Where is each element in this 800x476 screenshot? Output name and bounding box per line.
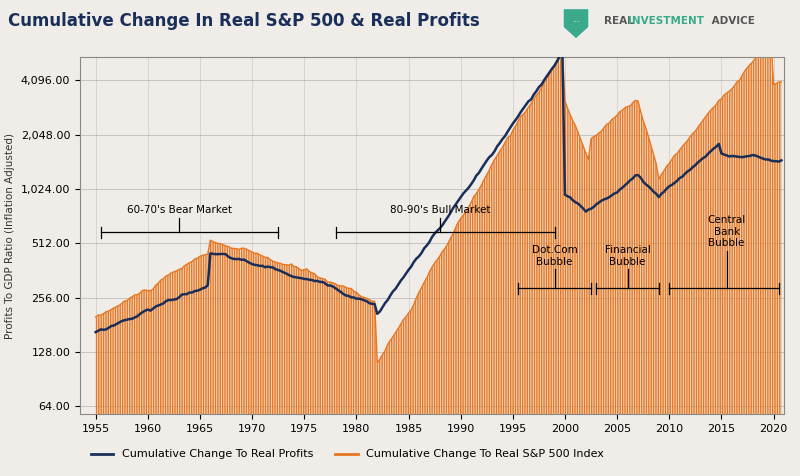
Cumulative Change To Real S&P 500 Index [373,360,382,366]
Cumulative Change To Real Profits [315,279,325,285]
Cumulative Change To Real S&P 500 Index [388,334,398,339]
Cumulative Change To Real Profits [109,323,118,328]
Cumulative Change To Real S&P 500 Index [524,104,534,110]
Text: Central
Bank
Bubble: Central Bank Bubble [707,215,746,248]
Cumulative Change To Real Profits [777,158,786,163]
Line: Cumulative Change To Real S&P 500 Index: Cumulative Change To Real S&P 500 Index [96,38,782,363]
Cumulative Change To Real S&P 500 Index [315,275,325,281]
Text: ···: ··· [572,18,580,27]
Cumulative Change To Real Profits [482,158,491,163]
Text: Dot.Com
Bubble: Dot.Com Bubble [532,245,578,267]
Legend: Cumulative Change To Real Profits, Cumulative Change To Real S&P 500 Index: Cumulative Change To Real Profits, Cumul… [86,445,609,464]
Text: INVESTMENT: INVESTMENT [628,16,704,27]
Text: ADVICE: ADVICE [708,16,755,27]
Text: REAL: REAL [604,16,638,27]
Cumulative Change To Real S&P 500 Index [91,314,101,320]
Text: Financial
Bubble: Financial Bubble [605,245,650,267]
Cumulative Change To Real Profits [558,50,567,56]
Cumulative Change To Real S&P 500 Index [485,167,494,173]
Y-axis label: Profits To GDP Ratio (Inflation Adjusted): Profits To GDP Ratio (Inflation Adjusted… [6,133,15,338]
Cumulative Change To Real S&P 500 Index [777,79,786,85]
Cumulative Change To Real S&P 500 Index [109,305,118,311]
Polygon shape [563,9,589,39]
Cumulative Change To Real S&P 500 Index [766,35,776,40]
Line: Cumulative Change To Real Profits: Cumulative Change To Real Profits [96,53,782,332]
Cumulative Change To Real Profits [349,295,358,300]
Text: 80-90's Bull Market: 80-90's Bull Market [390,206,490,216]
Cumulative Change To Real S&P 500 Index [349,288,358,294]
Cumulative Change To Real Profits [91,329,101,335]
Cumulative Change To Real Profits [521,102,530,108]
Cumulative Change To Real Profits [386,293,395,298]
Text: 60-70's Bear Market: 60-70's Bear Market [126,206,231,216]
Text: Cumulative Change In Real S&P 500 & Real Profits: Cumulative Change In Real S&P 500 & Real… [8,12,480,30]
